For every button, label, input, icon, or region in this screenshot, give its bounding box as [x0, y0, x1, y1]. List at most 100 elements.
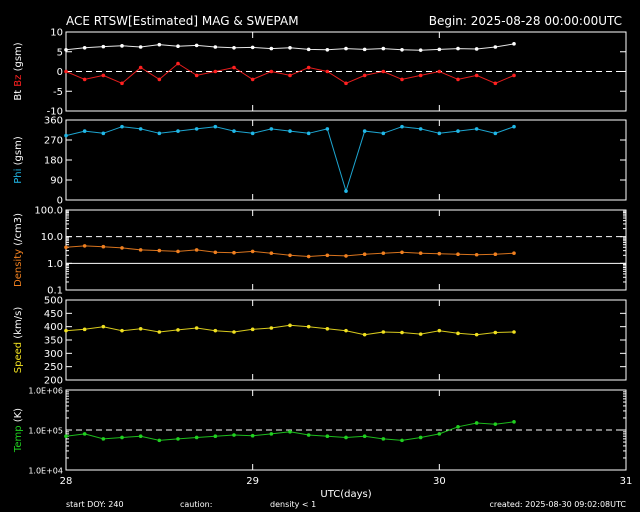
data-point-density — [157, 248, 162, 253]
data-point-temp — [269, 432, 274, 436]
data-point-bz — [269, 69, 274, 74]
y-tick-label: 350 — [44, 336, 63, 347]
data-point-phi — [213, 124, 218, 129]
data-point-speed — [400, 330, 404, 335]
data-point-bt — [176, 44, 180, 49]
start-doy: start DOY: 240 — [66, 500, 124, 509]
data-point-bz — [138, 65, 143, 70]
data-point-density — [325, 253, 330, 258]
y-axis-label-phi: Phi (gsm) — [13, 136, 24, 184]
y-axis-label-part: (K) — [13, 408, 24, 426]
y-tick-label: 360 — [44, 116, 63, 127]
panel-density: 100.0 10.0 1.0 0.1 Density (/cm3) — [13, 206, 627, 297]
y-tick-label: 100.0 — [34, 206, 63, 217]
data-point-bt — [400, 47, 404, 52]
data-point-density — [381, 251, 386, 255]
x-tick-label: 28 — [60, 476, 73, 487]
y-axis-label-part: (km/s) — [13, 307, 24, 342]
data-point-speed — [232, 330, 236, 334]
data-point-bz — [344, 81, 348, 86]
data-point-phi — [418, 127, 423, 131]
data-point-bz — [512, 73, 516, 78]
data-point-phi — [176, 129, 180, 133]
data-point-phi — [120, 124, 124, 129]
data-point-temp — [325, 434, 330, 438]
data-point-phi — [456, 129, 460, 133]
data-point-speed — [64, 328, 68, 333]
data-point-speed — [437, 328, 442, 333]
data-point-bz — [493, 81, 498, 86]
y-tick-label: 0 — [57, 196, 63, 207]
data-point-temp — [213, 434, 218, 438]
data-point-phi — [306, 131, 311, 136]
data-point-temp — [493, 422, 498, 426]
data-point-speed — [101, 324, 106, 329]
x-axis: 28 29 30 31 UTC(days) — [60, 476, 633, 500]
data-point-density — [194, 248, 199, 252]
data-point-bt — [250, 45, 255, 50]
data-point-phi — [381, 131, 386, 136]
data-point-temp — [232, 433, 236, 437]
data-point-phi — [493, 131, 498, 136]
data-point-bt — [269, 46, 274, 51]
y-axis-label-mag: Bt Bz (gsm) — [13, 42, 24, 100]
data-point-speed — [512, 330, 516, 334]
data-point-temp — [306, 433, 311, 437]
series-phi — [64, 124, 516, 193]
data-point-bt — [232, 46, 236, 50]
y-tick-label: -5 — [53, 87, 63, 98]
data-point-bz — [194, 73, 199, 78]
data-point-bz — [418, 73, 423, 78]
panel-speed: 500 450 400 350 300 250 200 Speed (km/s) — [13, 296, 627, 387]
y-tick-label: -10 — [47, 107, 63, 118]
data-point-temp — [120, 435, 124, 440]
data-point-temp — [157, 438, 162, 443]
y-tick-label: 250 — [44, 362, 63, 373]
data-point-temp — [512, 420, 516, 424]
data-point-bz — [456, 77, 460, 82]
caution-label: caution: — [180, 500, 212, 509]
y-tick-label: 0 — [57, 67, 63, 78]
data-point-bt — [213, 45, 218, 49]
data-point-density — [101, 244, 106, 249]
x-axis-label: UTC(days) — [320, 489, 371, 500]
data-point-speed — [344, 328, 348, 333]
data-point-bz — [157, 77, 162, 82]
data-point-speed — [381, 330, 386, 334]
data-point-temp — [194, 435, 199, 440]
panel-frame-density — [65, 209, 627, 291]
data-point-phi — [474, 127, 479, 131]
series-temp — [64, 420, 516, 443]
data-point-bt — [362, 47, 367, 52]
data-point-bt — [101, 44, 106, 49]
y-tick-label: 200 — [44, 376, 63, 387]
data-point-phi — [325, 127, 330, 131]
data-point-phi — [82, 129, 87, 133]
y-axis-label-part: Density — [13, 249, 24, 287]
data-point-speed — [194, 326, 199, 330]
data-point-temp — [437, 432, 442, 436]
panel-temp: 1.0E+06 1.0E+05 1.0E+04 Temp (K) — [13, 387, 627, 476]
y-tick-label: 1.0E+04 — [28, 467, 63, 476]
data-point-bt — [64, 47, 68, 52]
data-point-temp — [64, 434, 68, 438]
data-point-bz — [381, 69, 386, 74]
data-point-density — [400, 250, 404, 255]
data-point-phi — [400, 124, 404, 129]
data-point-temp — [400, 438, 404, 443]
y-tick-label: 10 — [50, 28, 63, 39]
data-point-bz — [232, 65, 236, 70]
y-tick-label: 1.0E+05 — [28, 427, 63, 436]
panels: 10 5 0 -5 -10 Bt Bz (gsm) 360 270 180 90 0 Phi (gsm… — [13, 28, 627, 476]
data-point-speed — [269, 326, 274, 330]
data-point-density — [82, 244, 87, 248]
data-point-density — [362, 252, 367, 257]
data-point-density — [138, 248, 143, 252]
data-point-bz — [288, 73, 292, 78]
data-point-bz — [64, 69, 68, 74]
y-axis-label-part: Bt — [13, 90, 24, 101]
caution-note: density < 1 — [270, 500, 316, 509]
y-tick-label: 1.0 — [47, 259, 63, 270]
chart-title: ACE RTSW[Estimated] MAG & SWEPAM — [66, 14, 299, 28]
data-point-speed — [362, 332, 367, 337]
